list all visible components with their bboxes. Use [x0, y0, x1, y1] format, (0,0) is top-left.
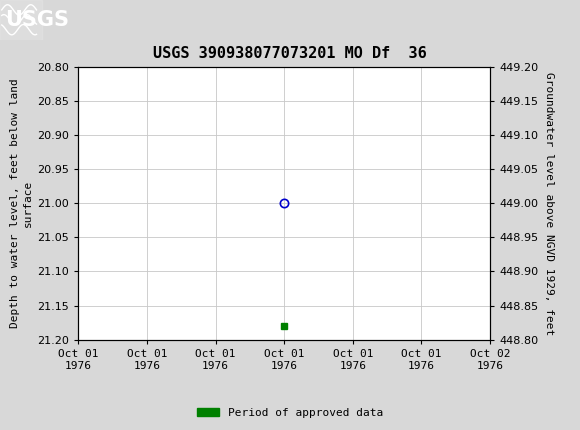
- Text: USGS: USGS: [5, 10, 68, 30]
- Bar: [0, 0, 42, 40]
- Y-axis label: Groundwater level above NGVD 1929, feet: Groundwater level above NGVD 1929, feet: [544, 71, 554, 335]
- Legend: Period of approved data: Period of approved data: [193, 403, 387, 422]
- Y-axis label: Depth to water level, feet below land
surface: Depth to water level, feet below land su…: [10, 78, 33, 328]
- Text: USGS 390938077073201 MO Df  36: USGS 390938077073201 MO Df 36: [153, 46, 427, 61]
